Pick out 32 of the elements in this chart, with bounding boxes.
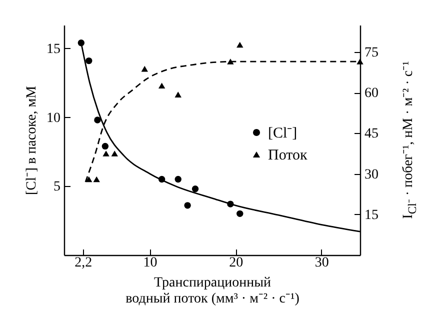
- y-tick-label: 10: [46, 110, 60, 126]
- legend-label: Поток: [268, 148, 308, 164]
- point: [184, 202, 191, 209]
- y2-tick-label: 75: [364, 46, 378, 61]
- y2-tick-label: 15: [364, 208, 378, 223]
- point: [86, 176, 92, 182]
- x-tick-label: 2,2: [74, 256, 92, 270]
- point: [236, 210, 244, 218]
- point: [236, 42, 244, 48]
- y2-tick-label: 60: [364, 86, 378, 102]
- point: [93, 176, 100, 182]
- x-tick-label: 30: [314, 256, 329, 270]
- x-axis-title: Транспирационный водный поток (мм³ · м⁻² · с⁻¹): [126, 276, 300, 306]
- x-tick-label: 20: [229, 256, 244, 270]
- point: [141, 66, 148, 72]
- point: [356, 58, 364, 64]
- point: [192, 186, 199, 192]
- point: [102, 142, 109, 150]
- y2-tick-label: 30: [364, 167, 378, 182]
- y-tick-label: 5: [54, 180, 60, 195]
- point: [102, 150, 110, 156]
- point: [94, 116, 101, 124]
- point: [86, 57, 92, 64]
- y-axis-title: [Cl⁻] в пасоке, мМ: [24, 85, 40, 196]
- y-tick-label: 15: [46, 42, 60, 57]
- point: [158, 82, 166, 89]
- point: [174, 92, 182, 98]
- point: [111, 150, 118, 156]
- legend-label: [Cl⁻]: [268, 126, 298, 142]
- x-tick-label: 10: [143, 256, 158, 270]
- y2-tick-label: 45: [364, 126, 378, 142]
- point: [174, 176, 182, 183]
